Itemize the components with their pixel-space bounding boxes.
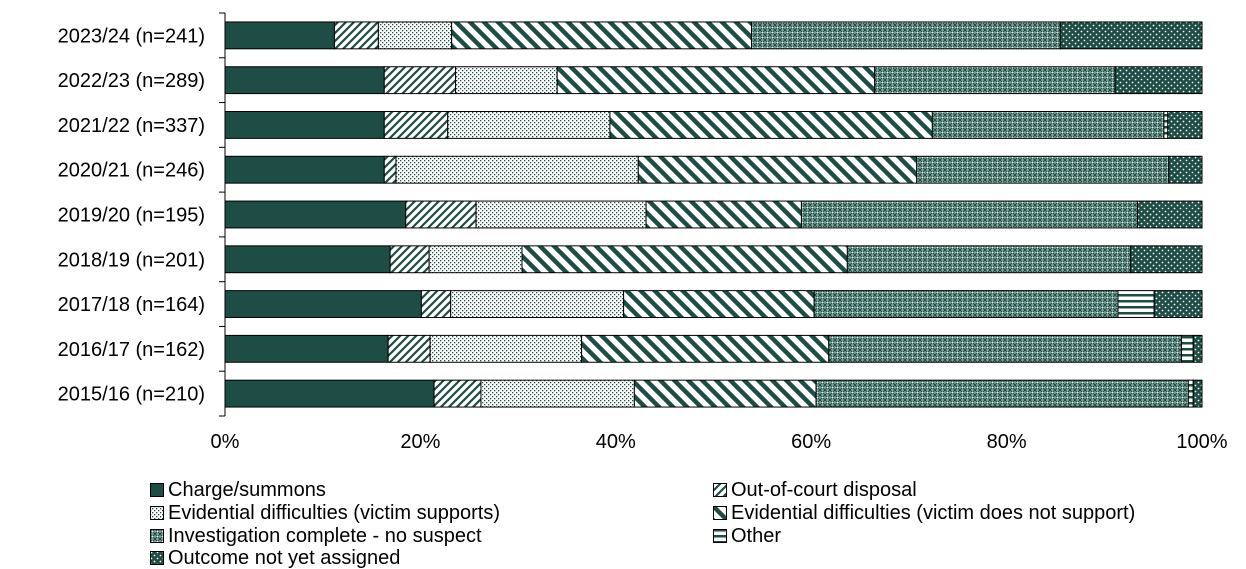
bar-segment [828,334,1182,363]
bar-segment [447,111,611,139]
y-tick-label: 2016/17 (n=162) [58,339,205,361]
legend-swatch [150,483,164,497]
bar-segment [1130,245,1203,274]
bar-segment [395,155,639,184]
bar-segment [1114,66,1203,95]
legend-label: Evidential difficulties (victim supports… [168,502,500,524]
bar-segment [224,290,422,318]
x-tick-label: 20% [400,431,440,453]
y-tick-label: 2017/18 (n=164) [58,294,205,316]
bar-segment [800,200,1139,229]
bars-group [224,21,1203,408]
bar-segment [387,334,431,363]
y-tick-label: 2020/21 (n=246) [58,160,205,182]
bar-segment [383,66,457,95]
bar-segment [405,200,477,229]
bar-segment [521,245,848,274]
x-tick-label: 60% [791,431,831,453]
legend-label: Investigation complete - no suspect [168,525,482,547]
bar-segment [931,111,1165,139]
legend-label: Out-of-court disposal [731,479,917,501]
legend-label: Evidential difficulties (victim does not… [731,502,1136,524]
x-tick-label: 100% [1176,431,1227,453]
legend-item-evidential-victim-not-support: Evidential difficulties (victim does not… [713,503,1135,523]
legend-swatch [150,551,164,565]
y-tick-label: 2018/19 (n=201) [58,249,205,271]
bar-segment [428,245,523,274]
legend-swatch [150,506,164,520]
bar-segment [429,334,583,363]
bar-segment [475,200,647,229]
legend-label: Outcome not yet assigned [168,547,401,569]
bar-segment [1192,334,1203,363]
axes-group [219,12,226,417]
legend-item-investigation-complete: Investigation complete - no suspect [150,526,482,546]
legend-swatch [713,529,727,543]
bar-segment [433,379,482,408]
legend-item-evidential-victim-supports: Evidential difficulties (victim supports… [150,503,500,523]
bar-segment [451,21,753,50]
y-tick-label: 2019/20 (n=195) [58,205,205,227]
y-tick-label: 2015/16 (n=210) [58,384,205,406]
bar-segment [224,200,407,229]
bar-segment [224,66,385,95]
stacked-bar-chart: 2023/24 (n=241) 2022/23 (n=289) 2021/22 (n… [58,12,1228,453]
legend-label: Other [731,525,782,547]
bar-segment [455,66,558,95]
bar-segment [815,379,1189,408]
y-tick-label: 2021/22 (n=337) [58,115,205,137]
x-tick-label: 40% [596,431,636,453]
y-tick-label: 2023/24 (n=241) [58,25,205,47]
legend-swatch [150,529,164,543]
x-tick-label: 80% [987,431,1027,453]
bar-segment [383,111,449,139]
bar-segment [1059,21,1203,50]
legend-swatch [713,483,727,497]
bar-segment [874,66,1116,95]
legend-label: Charge/summons [168,479,326,501]
bar-segment [846,245,1132,274]
bar-segment [1137,200,1203,229]
legend-item-out-of-court-disposal: Out-of-court disposal [713,480,917,500]
bar-segment [480,379,635,408]
bar-segment [1167,111,1203,139]
legend-item-outcome-not-yet-assigned: Outcome not yet assigned [150,548,400,568]
legend-swatch [713,506,727,520]
legend-item-other: Other [713,526,781,546]
bar-segment [633,379,817,408]
bar-segment [751,21,1061,50]
bar-segment [1192,379,1203,408]
x-axis-tick-labels: 0% 20% 40% 60% 80% 100% [211,431,1228,453]
bar-segment [645,200,802,229]
bar-segment [224,334,389,363]
bar-segment [916,155,1170,184]
y-axis-labels: 2023/24 (n=241) 2022/23 (n=289) 2021/22 (n… [58,25,205,405]
x-tick-label: 0% [211,431,240,453]
legend-item-charge-summons: Charge/summons [150,480,326,500]
y-tick-label: 2022/23 (n=289) [58,70,205,92]
bar-segment [1153,290,1203,318]
bar-segment [377,21,453,50]
bar-segment [1168,155,1203,184]
bar-segment [389,245,430,274]
